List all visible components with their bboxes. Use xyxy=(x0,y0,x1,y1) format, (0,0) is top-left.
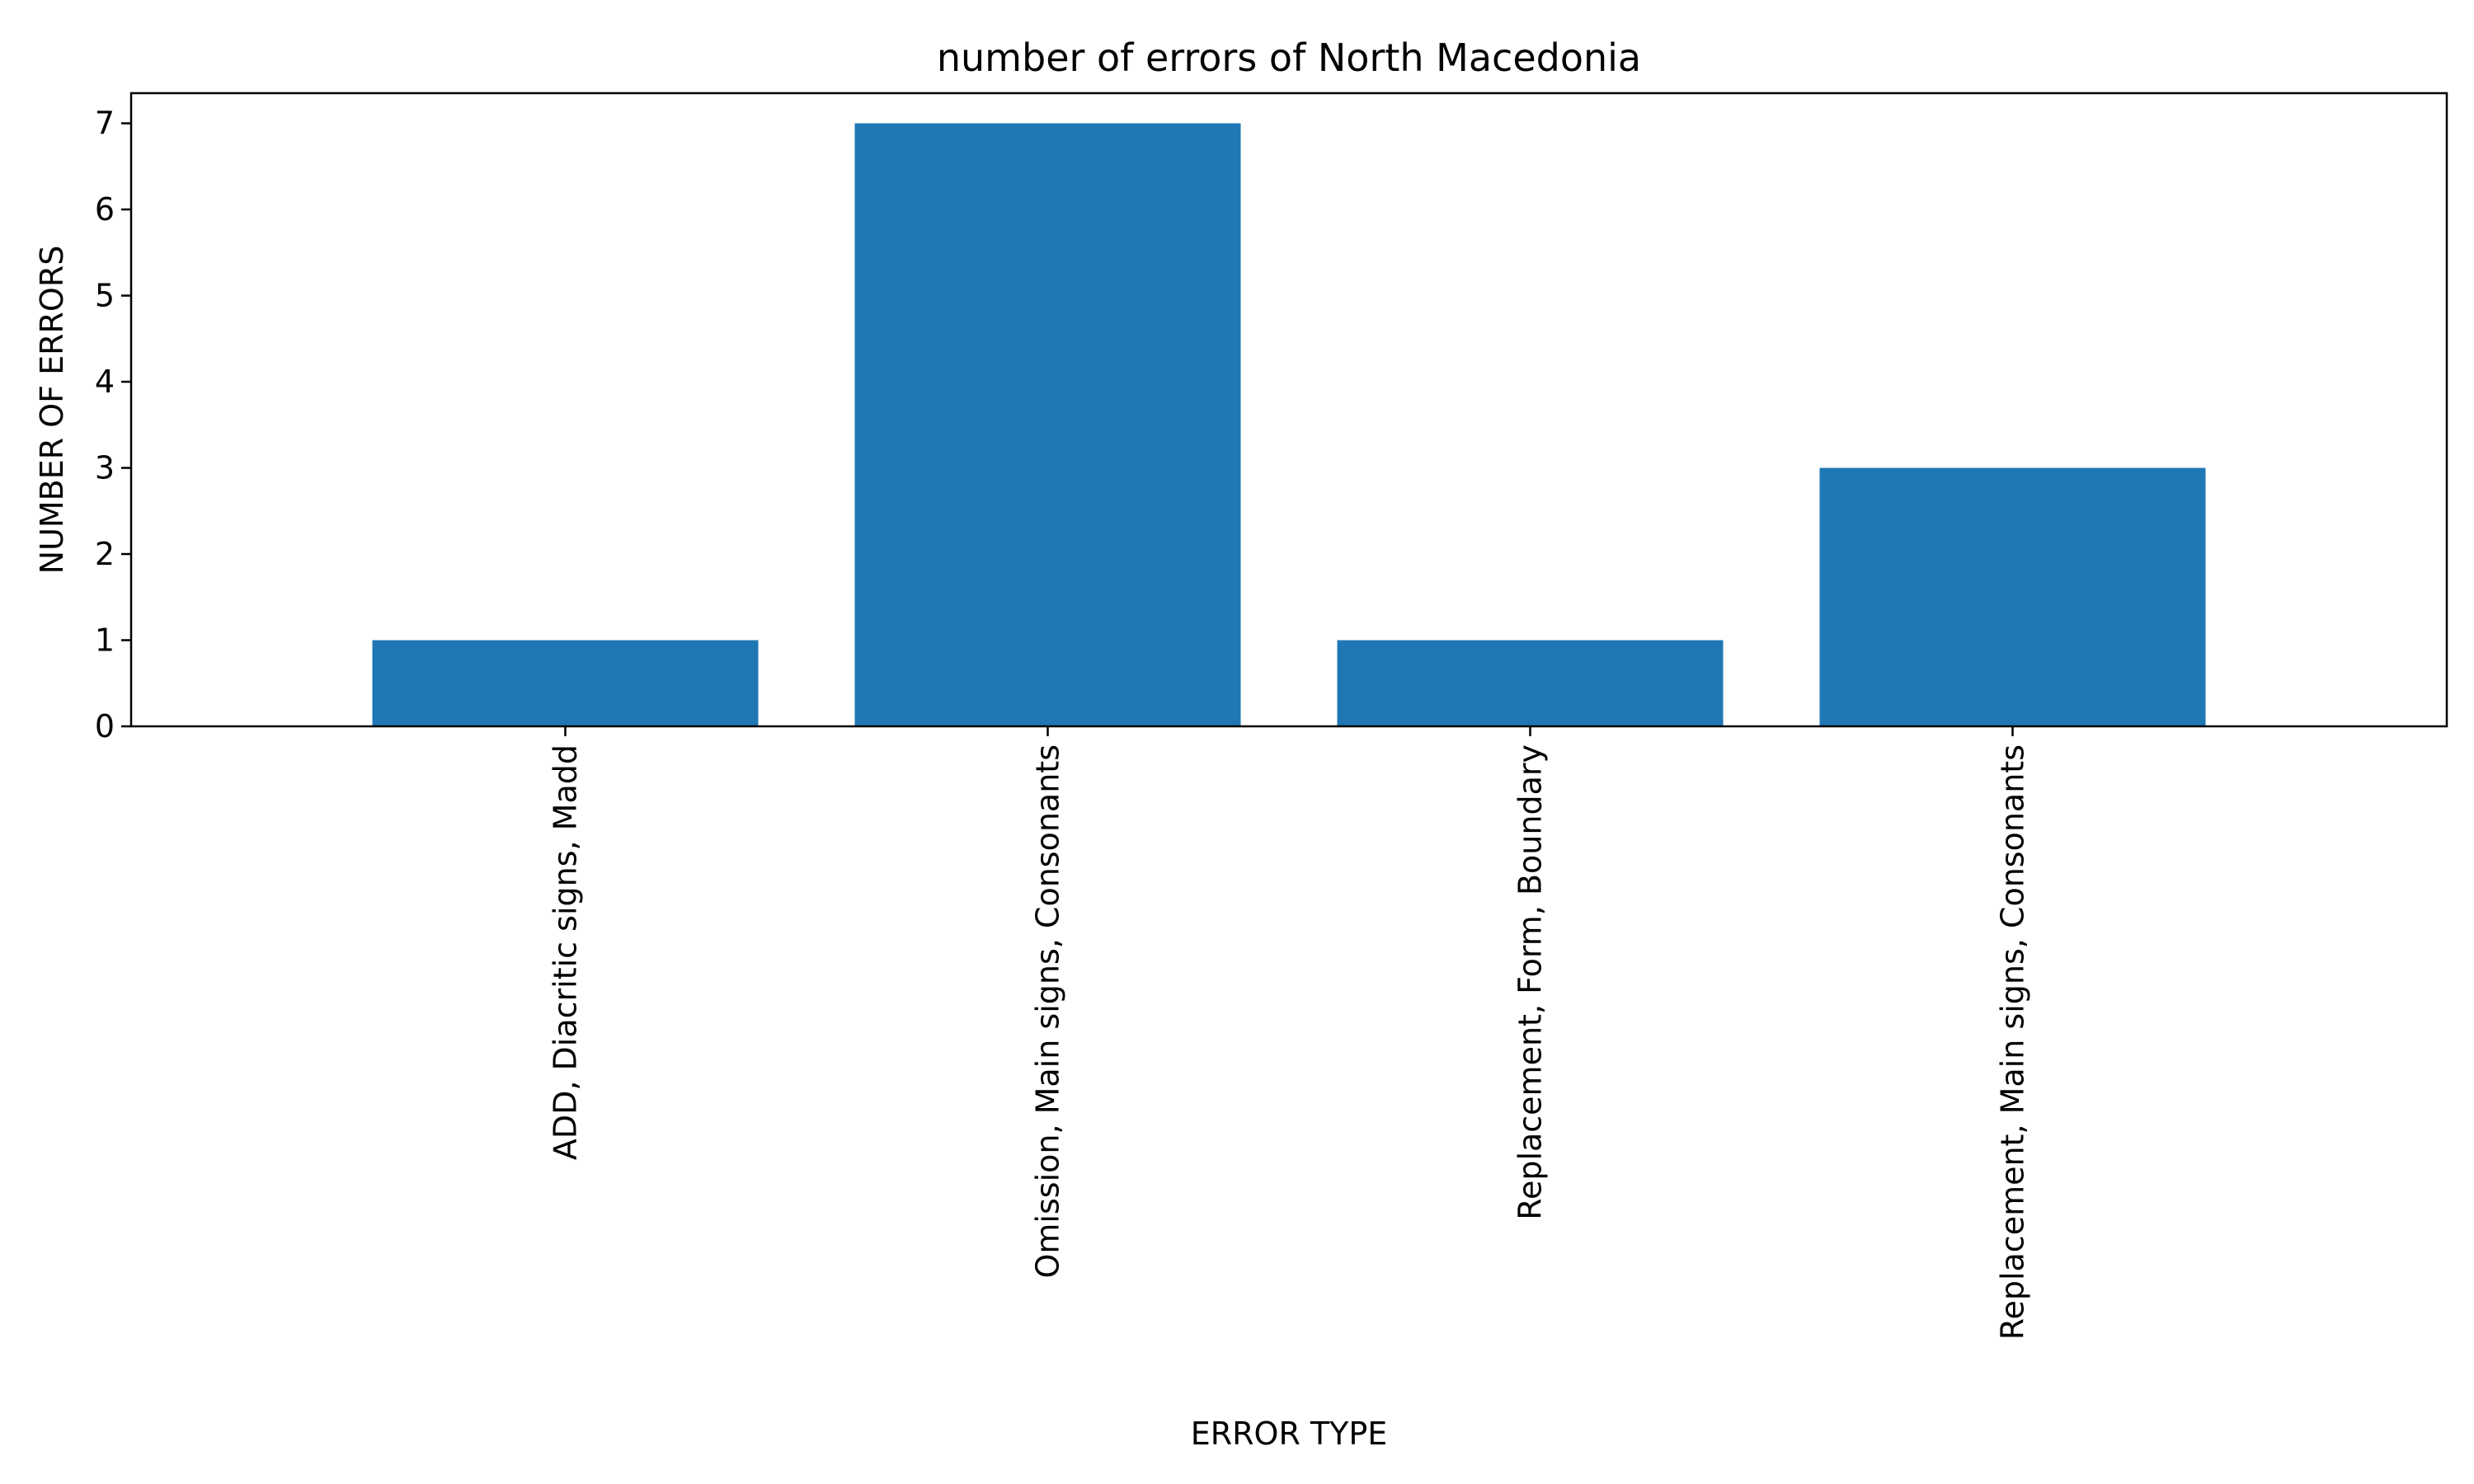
chart-title: number of errors of North Macedonia xyxy=(937,35,1641,80)
y-tick-label: 3 xyxy=(95,450,115,486)
bar xyxy=(1819,467,2206,726)
x-tick-label: ADD, Diacritic signs, Madd xyxy=(548,744,584,1160)
x-tick-label: Omission, Main signs, Consonants xyxy=(1030,744,1066,1279)
y-tick-label: 1 xyxy=(95,622,115,659)
x-axis: ADD, Diacritic signs, Madd Omission, Main… xyxy=(548,726,2031,1340)
plot-area-frame xyxy=(129,92,2448,728)
bar xyxy=(1337,640,1724,726)
x-axis-label: ERROR TYPE xyxy=(1191,1416,1388,1452)
bar xyxy=(854,123,1241,727)
y-tick-label: 7 xyxy=(95,106,115,142)
y-tick-label: 5 xyxy=(95,278,115,314)
x-tick-label: Replacement, Main signs, Consonants xyxy=(1995,744,2031,1340)
y-tick-label: 0 xyxy=(95,708,115,744)
y-tick-label: 6 xyxy=(95,191,115,228)
y-axis-label: NUMBER OF ERRORS xyxy=(34,246,70,575)
y-tick-label: 4 xyxy=(95,364,115,400)
bar xyxy=(372,640,759,726)
y-tick-label: 2 xyxy=(95,536,115,572)
y-axis: 0 1 2 3 4 5 6 7 xyxy=(95,106,131,744)
bars xyxy=(372,123,2206,727)
x-tick-label: Replacement, Form, Boundary xyxy=(1512,744,1549,1220)
